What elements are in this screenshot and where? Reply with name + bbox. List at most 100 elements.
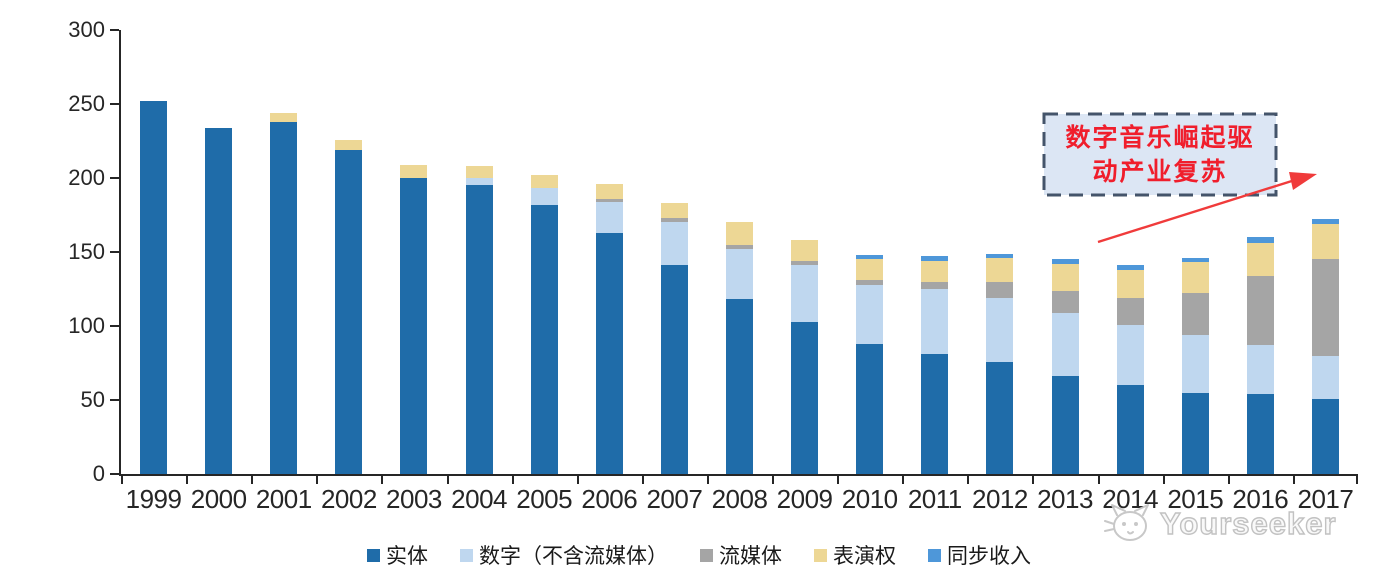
x-axis-tick-mark bbox=[121, 476, 123, 484]
bar-segment bbox=[1311, 398, 1339, 474]
bar-2002 bbox=[335, 139, 363, 474]
bar-segment bbox=[595, 201, 623, 233]
x-axis-category-label: 2016 bbox=[1232, 484, 1289, 514]
bar-segment bbox=[1116, 297, 1144, 325]
bar-segment bbox=[660, 217, 688, 223]
bar-segment bbox=[140, 101, 168, 474]
bar-segment bbox=[1181, 392, 1209, 474]
x-axis-category-label: 2007 bbox=[646, 484, 703, 514]
x-axis-category-label: 2002 bbox=[320, 484, 377, 514]
bar-segment bbox=[1246, 243, 1274, 276]
x-axis-tick-mark bbox=[1097, 476, 1100, 484]
bar-segment bbox=[856, 284, 884, 344]
bar-segment bbox=[335, 139, 363, 150]
bar-2017 bbox=[1311, 219, 1339, 474]
x-axis-tick-mark bbox=[967, 476, 970, 484]
x-axis-category-label: 2012 bbox=[971, 484, 1028, 514]
legend-item: 同步收入 bbox=[928, 540, 1031, 570]
bar-segment bbox=[1116, 269, 1144, 298]
bar-segment bbox=[726, 244, 753, 250]
y-axis-tick-mark bbox=[110, 473, 119, 475]
x-axis-tick-mark bbox=[1356, 476, 1358, 484]
x-axis-category-label: 2015 bbox=[1167, 484, 1224, 514]
bar-segment bbox=[791, 265, 819, 322]
x-axis-category-label: 2017 bbox=[1297, 484, 1354, 514]
watermark: Yourseeker bbox=[1104, 502, 1337, 546]
bar-segment bbox=[921, 289, 949, 355]
legend-item: 表演权 bbox=[814, 540, 896, 570]
bar-2016 bbox=[1246, 237, 1274, 474]
bar-segment bbox=[726, 249, 753, 300]
x-axis-tick-mark bbox=[316, 476, 319, 484]
y-axis-tick-label: 0 bbox=[92, 461, 105, 486]
bar-segment bbox=[856, 280, 884, 285]
bar-segment bbox=[270, 112, 298, 122]
y-axis-tick-mark bbox=[110, 177, 119, 179]
bar-segment bbox=[400, 178, 428, 474]
bar-segment bbox=[660, 222, 688, 266]
bar-segment bbox=[1311, 259, 1339, 356]
x-axis-category-label: 2011 bbox=[907, 484, 962, 514]
y-axis-tick-label: 250 bbox=[68, 91, 105, 116]
watermark-text: Yourseeker bbox=[1159, 505, 1337, 541]
bar-segment bbox=[595, 198, 623, 202]
bar-segment bbox=[1051, 263, 1079, 291]
cat-face-icon bbox=[1104, 504, 1149, 541]
bar-segment bbox=[465, 185, 493, 474]
x-axis-tick-mark bbox=[772, 476, 775, 484]
x-axis-tick-mark bbox=[186, 476, 189, 484]
bar-segment bbox=[1311, 219, 1339, 224]
legend-label: 同步收入 bbox=[947, 545, 1031, 568]
bar-2000 bbox=[205, 127, 233, 474]
x-axis-category-label: 2006 bbox=[581, 484, 638, 514]
bar-segment bbox=[530, 204, 558, 474]
bar-segment bbox=[530, 175, 558, 189]
bar-segment bbox=[856, 259, 884, 281]
bar-segment bbox=[595, 232, 623, 474]
bar-2008 bbox=[726, 222, 753, 474]
bar-segment bbox=[660, 265, 688, 474]
x-axis-category-label: 2014 bbox=[1102, 484, 1159, 514]
bar-segment bbox=[791, 260, 819, 266]
legend-item: 流媒体 bbox=[700, 540, 782, 570]
x-axis-tick-mark bbox=[446, 476, 449, 484]
chart-legend: 实体 数字（不含流媒体） 流媒体 表演权 同步收入 bbox=[0, 540, 1398, 570]
x-axis-tick-mark bbox=[1227, 476, 1230, 484]
legend-label: 流媒体 bbox=[719, 545, 782, 568]
bar-2006 bbox=[595, 183, 623, 474]
bar-2012 bbox=[986, 253, 1014, 474]
x-axis-tick-mark bbox=[511, 476, 514, 484]
x-axis-category-label: 2003 bbox=[386, 484, 442, 514]
bar-2005 bbox=[530, 175, 558, 474]
x-axis-category-label: 2000 bbox=[190, 484, 247, 514]
bar-segment bbox=[400, 164, 428, 178]
bar-2010 bbox=[856, 254, 884, 474]
bar-segment bbox=[1181, 293, 1209, 335]
bar-segment bbox=[530, 188, 558, 205]
bar-2001 bbox=[270, 112, 298, 474]
x-axis-tick-mark bbox=[381, 476, 384, 484]
x-axis-category-label: 2001 bbox=[255, 484, 312, 514]
x-axis-category-label: 2008 bbox=[711, 484, 768, 514]
x-axis-tick-mark bbox=[251, 476, 254, 484]
y-axis-tick-mark bbox=[110, 399, 119, 401]
bar-segment bbox=[1181, 262, 1209, 294]
x-axis-tick-mark bbox=[837, 476, 840, 484]
x-axis-tick-mark bbox=[902, 476, 905, 484]
bar-segment bbox=[1051, 376, 1079, 474]
bar-segment bbox=[1051, 290, 1079, 313]
bar-segment bbox=[856, 254, 884, 260]
legend-swatch bbox=[460, 548, 473, 562]
bar-segment bbox=[465, 178, 493, 186]
bar-segment bbox=[1116, 265, 1144, 270]
x-axis-category-label: 2004 bbox=[451, 484, 507, 514]
bar-segment bbox=[921, 260, 949, 282]
x-axis-category-label: 2009 bbox=[776, 484, 833, 514]
x-axis-tick-mark bbox=[576, 476, 579, 484]
bar-1999 bbox=[140, 101, 168, 474]
bar-segment bbox=[465, 166, 493, 179]
bar-2015 bbox=[1181, 257, 1209, 474]
annotation-text: 数字音乐崛起驱 动产业复苏 bbox=[1042, 112, 1278, 197]
bar-segment bbox=[1051, 312, 1079, 377]
bar-segment bbox=[1311, 355, 1339, 399]
